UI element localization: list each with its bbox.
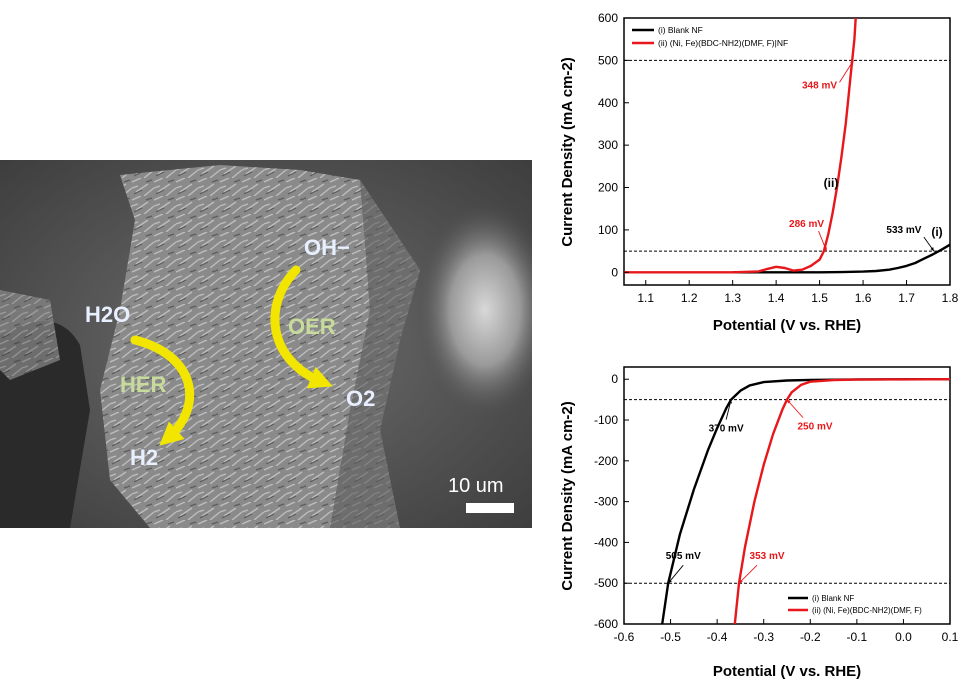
x-tick-label: 0.0	[895, 630, 912, 644]
legend-label-nife-mof: (ii) (Ni, Fe)(BDC-NH2)(DMF, F)	[812, 606, 922, 615]
x-tick-label: 1.6	[855, 291, 872, 305]
annotation-arrowhead	[668, 579, 672, 584]
annotation-arrowhead	[850, 60, 854, 65]
x-tick-label: -0.6	[614, 630, 635, 644]
annotation-label: (i)	[931, 225, 942, 239]
o2-label: O2	[346, 386, 375, 411]
x-tick-label: 1.8	[942, 291, 959, 305]
annotation-arrowhead	[930, 247, 934, 252]
annotation-label: 533 mV	[886, 225, 921, 236]
annotation-arrow	[839, 60, 854, 83]
y-tick-label: -200	[594, 454, 618, 468]
annotation-label: 370 mV	[709, 424, 744, 435]
annotation-arrowhead	[823, 247, 827, 252]
y-axis-label: Current Density (mA cm-2)	[559, 401, 576, 590]
h2-label: H2	[130, 445, 158, 470]
sem-micrograph: H2O HER H2 OH− OER O2 10 um	[0, 160, 532, 528]
y-tick-label: -400	[594, 535, 618, 549]
legend-label-blank-nf: (i) Blank NF	[812, 594, 854, 603]
y-axis-label: Current Density (mA cm-2)	[559, 57, 576, 246]
x-tick-label: 1.5	[811, 291, 828, 305]
scale-bar-label: 10 um	[448, 475, 504, 497]
her-arrow	[130, 335, 195, 446]
x-tick-label: -0.3	[753, 630, 774, 644]
x-tick-label: 1.1	[637, 291, 654, 305]
y-tick-label: 200	[598, 181, 618, 195]
oer-label: OER	[288, 314, 336, 339]
x-tick-label: -0.4	[707, 630, 728, 644]
her-label: HER	[120, 372, 167, 397]
h2o-label: H2O	[85, 302, 130, 327]
x-tick-label: 1.4	[768, 291, 785, 305]
y-tick-label: -100	[594, 413, 618, 427]
y-tick-label: 100	[598, 223, 618, 237]
series-line-blank-nf	[732, 243, 951, 274]
x-axis-label: Potential (V vs. RHE)	[713, 317, 861, 334]
y-tick-label: 400	[598, 96, 618, 110]
y-tick-label: 300	[598, 138, 618, 152]
annotation-label: 286 mV	[789, 219, 824, 230]
annotation-label: 250 mV	[797, 422, 832, 433]
annotation-arrow	[786, 399, 804, 418]
x-tick-label: 0.1	[942, 630, 959, 644]
x-tick-label: 1.2	[681, 291, 698, 305]
x-tick-label: -0.2	[800, 630, 821, 644]
annotation-arrowhead	[787, 399, 791, 404]
y-tick-label: 0	[611, 372, 618, 386]
oer-arrow	[270, 265, 333, 389]
y-tick-label: 500	[598, 53, 618, 67]
x-tick-label: -0.1	[847, 630, 868, 644]
x-tick-label: -0.5	[660, 630, 681, 644]
annotation-arrow	[738, 564, 758, 584]
oer-plot-frame	[623, 17, 951, 286]
y-tick-label: -600	[594, 617, 618, 631]
legend-label-nife-mof: (ii) (Ni, Fe)(BDC-NH2)(DMF, F)|NF	[658, 38, 788, 48]
y-tick-label: 600	[598, 11, 618, 25]
annotation-label: (ii)	[824, 176, 839, 190]
bright-background-region	[415, 200, 532, 420]
annotation-label: 353 mV	[750, 551, 785, 562]
x-tick-label: 1.7	[898, 291, 915, 305]
x-axis-label: Potential (V vs. RHE)	[713, 663, 861, 680]
oer-polarization-chart: 1.1 1.2 1.3 1.4 1.5 1.6 1.7 1.8 0 100 200 300 400 500…	[559, 11, 959, 334]
scale-bar	[466, 503, 514, 513]
annotation-label: 348 mV	[802, 80, 837, 91]
legend-label-blank-nf: (i) Blank NF	[658, 25, 703, 35]
y-tick-label: 0	[611, 265, 618, 279]
annotation-arrowhead	[739, 579, 743, 584]
series-line-blank-nf	[661, 378, 951, 625]
y-tick-label: -500	[594, 576, 618, 590]
her-polarization-chart: -0.6 -0.5 -0.4 -0.3 -0.2 -0.1 0.0 0.1 0 -100 -200 -…	[559, 366, 959, 680]
series-line-nife-mof	[733, 378, 951, 625]
annotation-arrow	[667, 564, 684, 584]
x-tick-label: 1.3	[724, 291, 741, 305]
y-tick-label: -300	[594, 495, 618, 509]
annotation-label: 505 mV	[666, 551, 701, 562]
oh-label: OH−	[304, 235, 350, 260]
her-plot-frame	[623, 366, 951, 625]
annotation-arrowhead	[728, 399, 732, 404]
series-line-nife-mof	[624, 17, 857, 274]
